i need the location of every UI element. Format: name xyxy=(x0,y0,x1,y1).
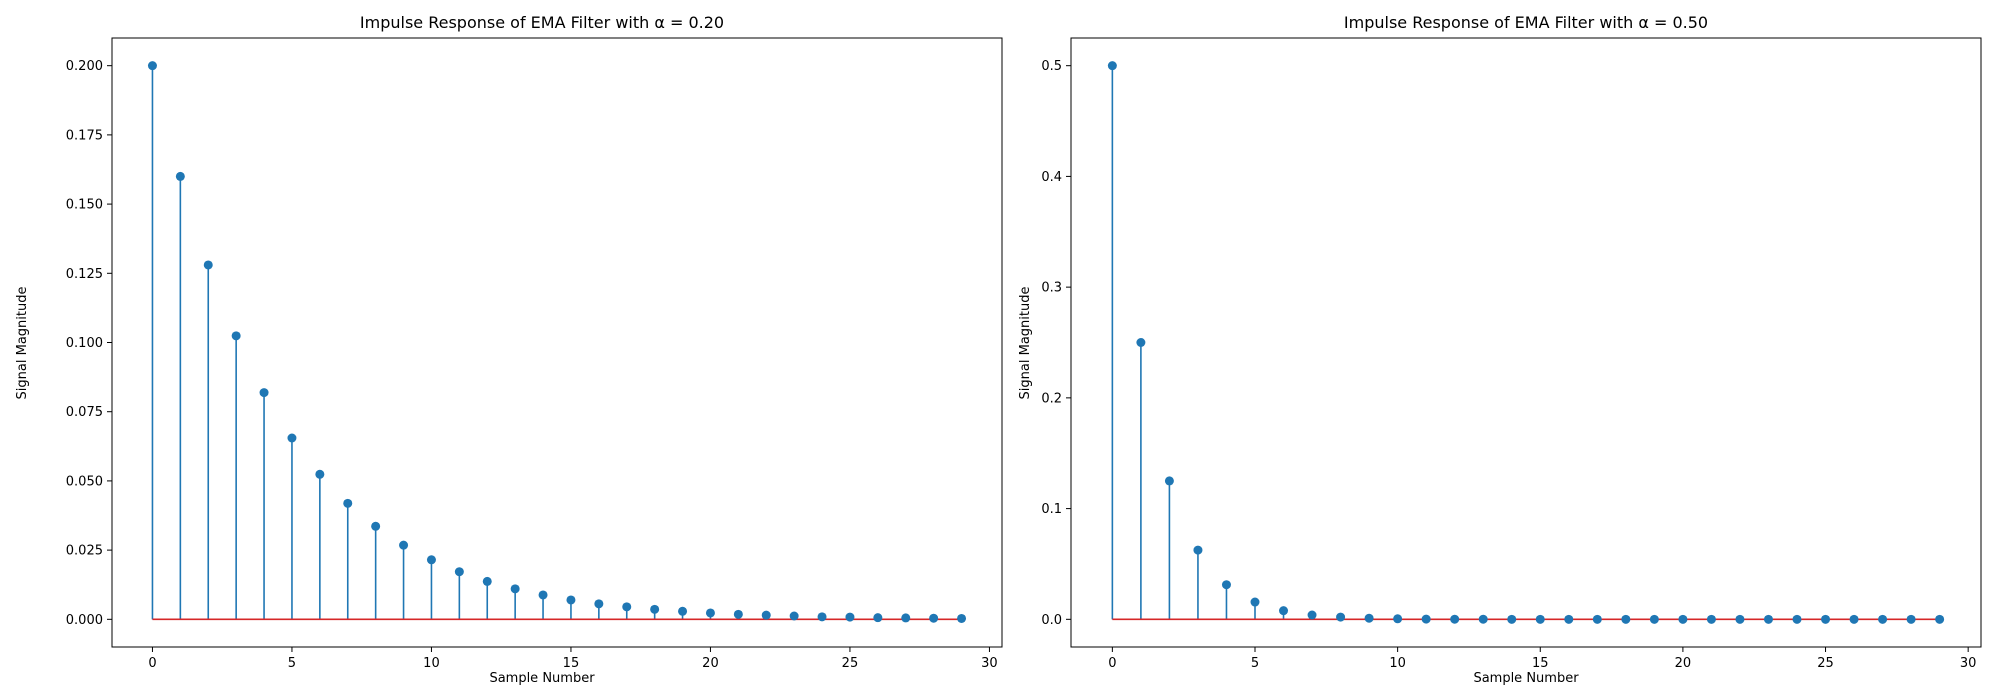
y-axis-label: Signal Magnitude xyxy=(15,287,30,400)
stem-marker xyxy=(1279,606,1289,616)
stem-marker xyxy=(733,609,743,619)
stem-marker xyxy=(231,331,241,341)
stem-marker xyxy=(929,613,939,623)
plot-frame xyxy=(1070,37,1982,648)
y-tick-label: 0.0 xyxy=(1041,613,1062,628)
x-axis-label: Sample Number xyxy=(1473,671,1579,686)
stem-marker xyxy=(1250,597,1260,607)
stem-marker xyxy=(1792,614,1802,624)
stem-marker xyxy=(1136,338,1146,347)
stem-marker xyxy=(259,388,269,398)
stem-marker xyxy=(1935,614,1945,624)
stem-marker xyxy=(845,612,855,622)
stem-marker xyxy=(1450,614,1460,624)
stem-marker xyxy=(594,599,604,609)
stem-marker xyxy=(566,595,576,605)
stem-marker xyxy=(789,611,799,621)
stem-marker xyxy=(175,171,185,181)
stem-marker xyxy=(705,608,715,618)
stem-marker xyxy=(873,613,883,623)
stem-marker xyxy=(1706,614,1716,624)
x-tick-label: 25 xyxy=(1817,656,1834,671)
stem-marker xyxy=(1592,614,1602,624)
stem-marker xyxy=(1507,614,1517,624)
stem-marker xyxy=(203,260,213,270)
stem-marker xyxy=(1107,61,1117,71)
stem-marker xyxy=(1221,580,1231,590)
x-tick-label: 5 xyxy=(288,656,296,671)
chart-title: Impulse Response of EMA Filter with α = … xyxy=(360,13,724,32)
x-tick-label: 15 xyxy=(563,656,580,671)
y-tick-label: 0.5 xyxy=(1041,59,1062,74)
y-tick-label: 0.025 xyxy=(66,544,103,559)
y-tick-label: 0.200 xyxy=(66,59,103,74)
stem-marker xyxy=(817,612,827,622)
stem-marker xyxy=(650,604,660,614)
stem-marker xyxy=(1164,476,1174,486)
stem-marker xyxy=(454,567,464,577)
x-axis-label: Sample Number xyxy=(489,671,595,686)
stem-marker xyxy=(1535,614,1545,624)
stem-marker xyxy=(287,433,297,443)
y-tick-label: 0.4 xyxy=(1041,170,1062,185)
x-tick-label: 15 xyxy=(1532,656,1549,671)
stem-marker xyxy=(426,555,436,565)
stem-marker xyxy=(1193,545,1203,555)
stem-marker xyxy=(622,602,632,612)
x-tick-label: 0 xyxy=(1108,656,1116,671)
stem-marker xyxy=(147,61,157,71)
stem-marker xyxy=(1849,614,1859,624)
stem-marker xyxy=(1678,614,1688,624)
stem-marker xyxy=(482,576,492,586)
stem-marker xyxy=(901,613,911,623)
stem-marker xyxy=(371,521,381,531)
x-tick-label: 5 xyxy=(1251,656,1259,671)
stem-marker xyxy=(1735,614,1745,624)
y-tick-label: 0.075 xyxy=(66,405,103,420)
stem-marker xyxy=(1393,614,1403,624)
stem-marker xyxy=(1307,610,1317,620)
stem-marker xyxy=(1478,614,1488,624)
stem-marker xyxy=(1564,614,1574,624)
y-tick-label: 0.050 xyxy=(66,474,103,489)
stem-marker xyxy=(1821,614,1831,624)
stem-marker xyxy=(678,606,688,616)
chart-alpha-020: Impulse Response of EMA Filter with α = … xyxy=(15,13,1003,686)
stem-marker xyxy=(1336,612,1346,622)
y-axis-label: Signal Magnitude xyxy=(1018,287,1033,400)
x-tick-label: 25 xyxy=(842,656,859,671)
stem-marker xyxy=(1649,614,1659,624)
stem-marker xyxy=(1906,614,1916,624)
stem-marker xyxy=(957,613,967,623)
y-tick-label: 0.2 xyxy=(1041,391,1062,406)
y-tick-label: 0.000 xyxy=(66,613,103,628)
y-tick-label: 0.125 xyxy=(66,267,103,282)
x-tick-label: 20 xyxy=(702,656,719,671)
x-tick-label: 0 xyxy=(148,656,156,671)
y-tick-label: 0.3 xyxy=(1041,281,1062,296)
stem-marker xyxy=(761,610,771,620)
stem-marker xyxy=(1421,614,1431,624)
chart-title: Impulse Response of EMA Filter with α = … xyxy=(1344,13,1708,32)
stem-marker xyxy=(1364,613,1374,623)
stem-marker xyxy=(1621,614,1631,624)
y-tick-label: 0.1 xyxy=(1041,502,1062,517)
x-tick-label: 10 xyxy=(1389,656,1406,671)
x-tick-label: 20 xyxy=(1675,656,1692,671)
x-tick-label: 30 xyxy=(981,656,998,671)
stem-marker xyxy=(510,584,520,594)
y-tick-label: 0.175 xyxy=(66,128,103,143)
x-tick-label: 10 xyxy=(423,656,440,671)
y-tick-label: 0.100 xyxy=(66,336,103,351)
stem-marker xyxy=(1878,614,1888,624)
y-tick-label: 0.150 xyxy=(66,198,103,213)
stem-marker xyxy=(538,590,548,600)
stem-marker xyxy=(1763,614,1773,624)
x-tick-label: 30 xyxy=(1960,656,1977,671)
stem-marker xyxy=(343,498,353,508)
stem-marker xyxy=(399,540,409,550)
stem-marker xyxy=(315,469,325,479)
chart-alpha-050: Impulse Response of EMA Filter with α = … xyxy=(1018,13,1982,686)
